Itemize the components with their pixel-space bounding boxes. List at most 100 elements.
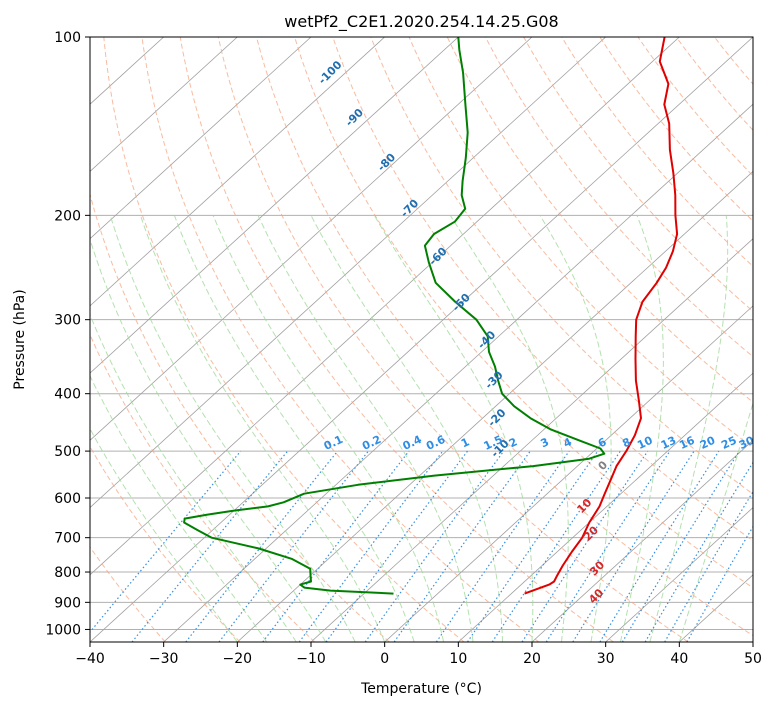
- dry-adiabat-line: [637, 37, 753, 177]
- mixing-ratio-line: [545, 450, 671, 642]
- y-tick-label: 600: [54, 491, 81, 507]
- moist-adiabat-line: [449, 215, 569, 642]
- x-tick-label: 0: [380, 651, 389, 667]
- x-tick-label: −40: [75, 651, 105, 667]
- y-tick-label: 400: [54, 387, 81, 403]
- isotherm-line: [90, 37, 238, 172]
- moist-adiabat-line: [310, 215, 503, 642]
- isotherm-line: [90, 37, 753, 642]
- mixing-ratio-line: [262, 450, 410, 642]
- dry-adiabat-line: [408, 37, 753, 449]
- mixing-ratio-label: 20: [698, 434, 718, 452]
- moist-adiabat-line: [373, 215, 534, 642]
- mixing-ratio-line: [364, 450, 505, 642]
- y-tick-label: 500: [54, 444, 81, 460]
- y-tick-label: 1000: [45, 622, 81, 638]
- dry-adiabat-line: [90, 333, 316, 642]
- isotherm-line: [458, 372, 753, 642]
- isotherm-line: [310, 238, 753, 642]
- moist-adiabat-line: [649, 215, 729, 642]
- dry-adiabat-line: [446, 37, 753, 403]
- x-tick-label: 30: [597, 651, 615, 667]
- isotherm-line: [90, 37, 606, 509]
- moist-adiabat-line: [140, 215, 386, 642]
- isotherm-line: [90, 37, 680, 576]
- moist-adiabat-line: [212, 215, 445, 642]
- background-lines: [90, 37, 753, 642]
- y-tick-label: 700: [54, 531, 81, 547]
- y-tick-label: 300: [54, 313, 81, 329]
- dry-adiabat-line: [103, 37, 465, 642]
- dry-adiabat-line: [256, 37, 753, 637]
- x-tick-label: 20: [523, 651, 541, 667]
- dry-adiabat-line: [332, 37, 753, 542]
- dry-adiabat-line: [179, 37, 614, 642]
- mixing-ratio-label: 16: [677, 434, 697, 452]
- isotherm-line: [384, 305, 753, 642]
- y-tick-label: 200: [54, 208, 81, 224]
- mixing-ratio-line: [572, 450, 695, 642]
- mixing-ratio-line: [131, 450, 289, 642]
- mixing-ratio-label: 13: [659, 434, 678, 452]
- isotherm-line: [90, 37, 385, 307]
- isotherm-line: [531, 439, 753, 642]
- isotherm-line: [163, 103, 753, 642]
- x-tick-label: −30: [149, 651, 179, 667]
- y-axis-label: Pressure (hPa): [12, 289, 28, 389]
- mixing-ratio-line: [393, 450, 531, 642]
- mixing-ratio-label: 25: [719, 434, 738, 452]
- isotherm-line: [90, 37, 459, 374]
- moist-adiabat-line: [109, 215, 356, 642]
- mixing-ratio-line: [466, 450, 599, 642]
- chart-title: wetPf2_C2E1.2020.254.14.25.G08: [284, 12, 558, 32]
- moist-adiabat-line: [619, 215, 664, 642]
- y-tick-label: 800: [54, 565, 81, 581]
- y-axis: 100 200 300 400 500 600 700 800 900 1000: [45, 30, 90, 638]
- dry-adiabat-line: [484, 37, 753, 358]
- x-tick-label: −20: [223, 651, 253, 667]
- x-axis-label: Temperature (°C): [360, 681, 482, 697]
- moist-adiabat-line: [90, 313, 297, 642]
- series-group: [183, 37, 679, 595]
- moist-adiabat-line: [90, 374, 268, 642]
- dry-adiabat-line: [599, 37, 753, 222]
- dry-adiabat-line: [370, 37, 753, 495]
- plot-frame: [89, 36, 754, 643]
- mixing-ratio-label: 30: [737, 434, 757, 452]
- isotherm-line: [90, 37, 312, 240]
- x-tick-label: 10: [449, 651, 467, 667]
- isotherm-line: [605, 507, 753, 642]
- moist-adiabat-line: [90, 427, 238, 642]
- moist-adiabat-line: [539, 215, 612, 642]
- series-line-0: [524, 37, 679, 595]
- moist-adiabat-line: [257, 215, 474, 642]
- moist-adiabat-line: [90, 237, 327, 642]
- x-tick-label: 50: [744, 651, 762, 667]
- plot-area: -100-90-80-70-60-50-40-30-20-100.1 0.2 0.4…: [90, 37, 757, 642]
- dry-adiabat-line: [217, 37, 689, 642]
- mixing-ratio-line: [621, 450, 740, 642]
- isotherm-line: [237, 170, 753, 642]
- mixing-ratio-line: [325, 450, 468, 642]
- series-line-1: [183, 37, 606, 595]
- y-tick-label: 900: [54, 595, 81, 611]
- mixing-ratio-line: [521, 450, 649, 642]
- mixing-ratio-line: [491, 450, 621, 642]
- mixing-ratio-label: 10: [635, 434, 655, 452]
- dry-adiabat-line: [90, 192, 390, 642]
- dry-adiabat-line: [294, 37, 753, 589]
- dry-adiabat-line: [523, 37, 753, 313]
- dry-adiabat-line: [141, 37, 540, 642]
- x-axis: −40 −30 −20 −10 0 10 20 30 40 50: [75, 642, 762, 667]
- moist-adiabat-line: [678, 401, 753, 642]
- mixing-ratio-line: [90, 450, 242, 633]
- mixing-ratio-line: [298, 450, 444, 642]
- x-tick-label: 40: [670, 651, 688, 667]
- moist-adiabat-line: [173, 215, 415, 642]
- y-tick-label: 100: [54, 30, 81, 46]
- mixing-ratio-line: [435, 450, 570, 642]
- isotherm-line: [90, 37, 533, 441]
